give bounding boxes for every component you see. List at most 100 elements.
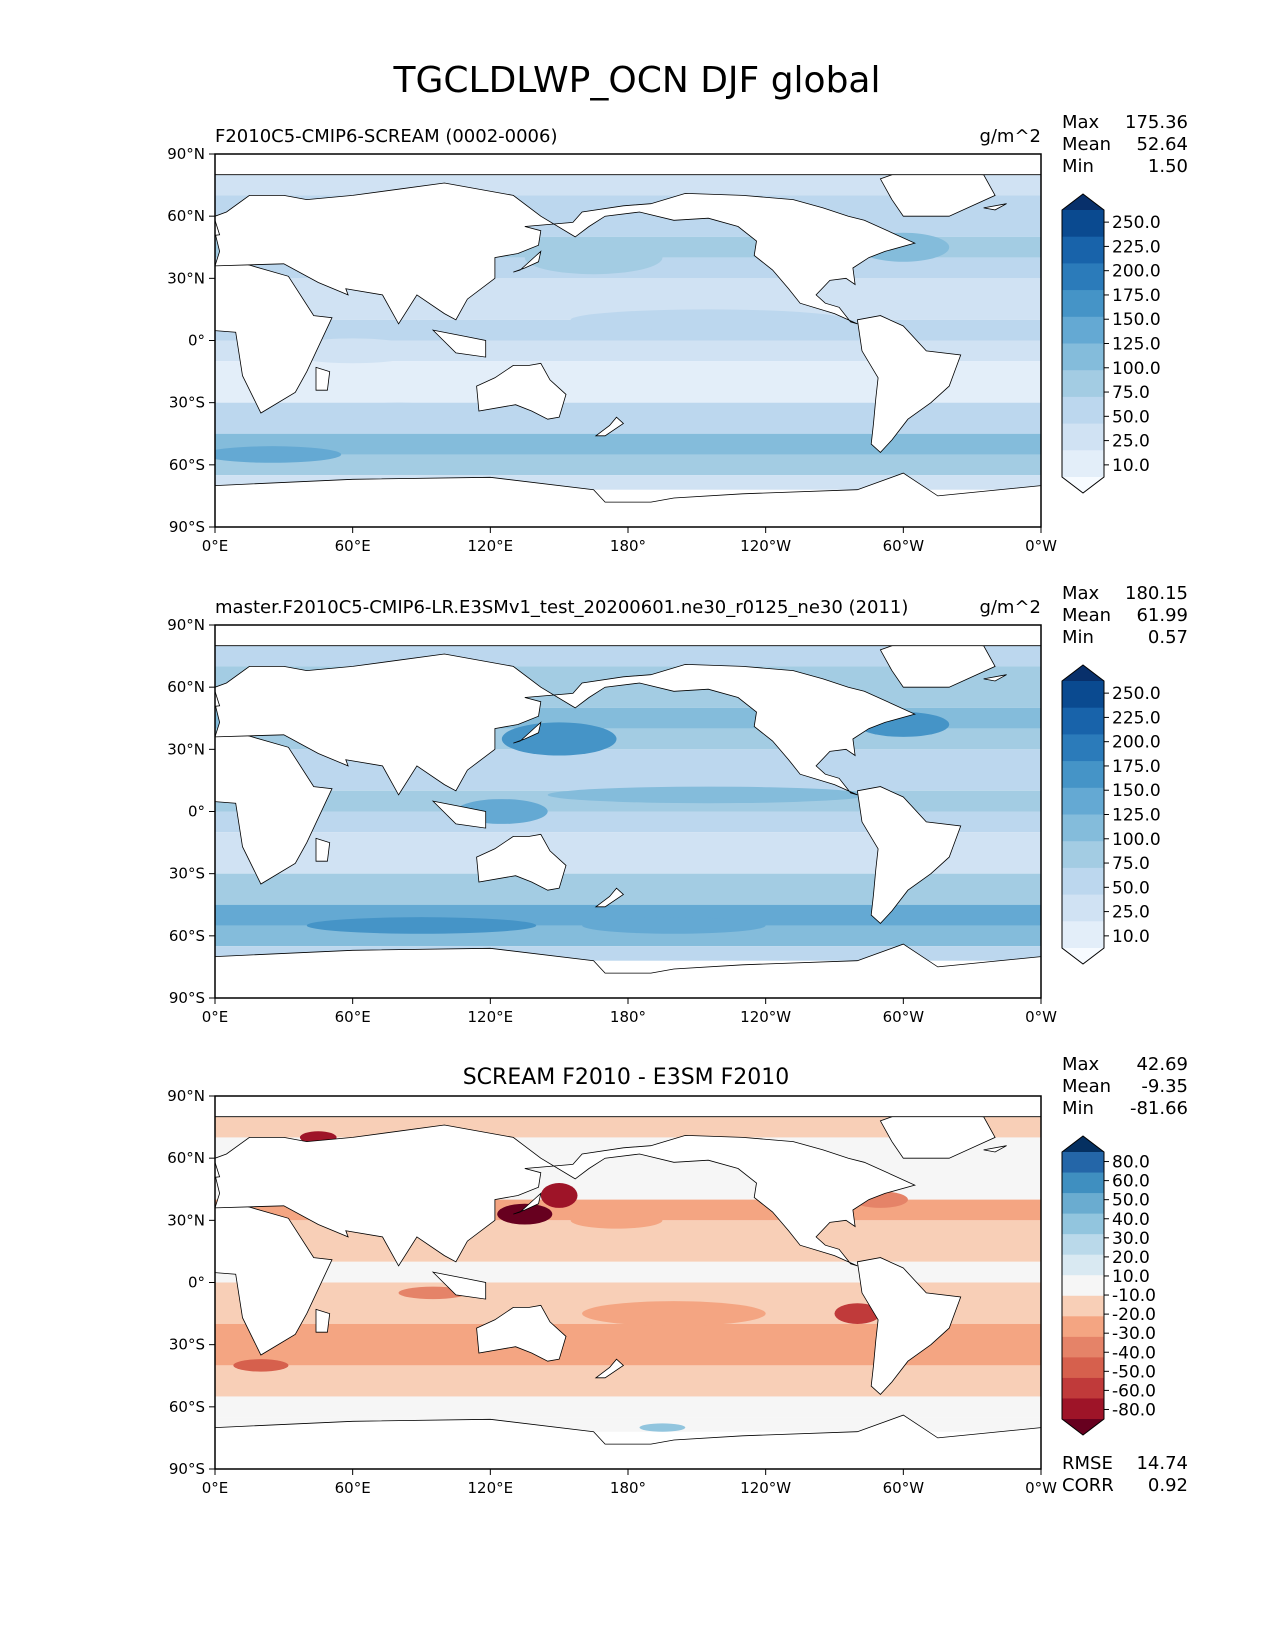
land-mass (315, 1308, 331, 1333)
x-tick-label: 60°W (883, 1479, 925, 1497)
land-mass (594, 1358, 625, 1379)
stat-value: 180.15 (1125, 583, 1188, 604)
land-mass (983, 674, 1007, 682)
x-tick-label: 120°W (740, 537, 791, 555)
land-mass (513, 1192, 542, 1215)
colorbar-label: -50.0 (1112, 1362, 1156, 1382)
colorbar-segment (1062, 841, 1104, 869)
colorbar-segment (1062, 370, 1104, 398)
colorbar-segment (1062, 1213, 1104, 1235)
stat-value: -81.66 (1130, 1098, 1188, 1119)
colorbar-segment (1062, 787, 1104, 815)
field-feature (501, 722, 617, 756)
colorbar-outline (1061, 193, 1105, 494)
stat-value: 0.57 (1148, 627, 1188, 648)
land-mass (215, 1205, 333, 1356)
colorbar-label: 250.0 (1112, 684, 1161, 704)
panel-subtitle: F2010C5-CMIP6-SCREAM (0002-0006) (215, 126, 557, 147)
land-mass (215, 625, 1041, 647)
colorbar-label: 25.0 (1112, 432, 1150, 452)
land-mass (476, 362, 567, 420)
field-feature (540, 1183, 578, 1208)
colorbar-label: -40.0 (1112, 1343, 1156, 1363)
x-tick-label: 0°W (1025, 1479, 1057, 1497)
land-mass (215, 1161, 221, 1178)
colorbar-segment (1062, 236, 1104, 264)
colorbar-label: 10.0 (1112, 456, 1150, 476)
x-tick-label: 120°W (740, 1008, 791, 1026)
colorbar-label: 150.0 (1112, 310, 1161, 330)
colorbar-segment (1062, 396, 1104, 425)
colorbar-segment (1062, 316, 1104, 344)
colorbar-segment (1062, 1295, 1104, 1317)
y-tick-label: 60°S (169, 456, 205, 474)
y-tick-label: 90°N (167, 145, 205, 163)
colorbar-label: -60.0 (1112, 1381, 1156, 1401)
x-tick-label: 180° (610, 1479, 646, 1497)
colorbar-segment (1062, 1398, 1104, 1420)
y-tick-label: 30°N (167, 740, 205, 758)
land-mass (215, 472, 1041, 527)
x-tick-label: 0°E (202, 1479, 229, 1497)
field-feature (570, 309, 846, 331)
colorbar-outline (1061, 1135, 1105, 1436)
field-feature (215, 446, 342, 463)
stat-label: Mean (1062, 1076, 1111, 1097)
y-tick-label: 90°N (167, 1087, 205, 1105)
colorbar-outline (1061, 664, 1105, 965)
colorbar-segment (1062, 761, 1104, 789)
field-feature (639, 1423, 686, 1432)
field-feature (570, 1212, 663, 1229)
units-label: g/m^2 (979, 126, 1041, 147)
x-tick-label: 180° (610, 537, 646, 555)
field-feature (497, 1203, 553, 1225)
y-tick-label: 60°N (167, 207, 205, 225)
x-tick-label: 120°E (468, 1479, 514, 1497)
field-band (215, 811, 1041, 833)
x-tick-label: 60°W (883, 1008, 925, 1026)
land-mass (315, 366, 331, 391)
colorbar-label: 75.0 (1112, 854, 1150, 874)
land-mass (983, 1145, 1007, 1153)
map-panel-1: 0°E 60°E 120°E 180° 120°W 60°W 0°W 90°N 60°N 30°N… (167, 112, 1188, 555)
colorbar-label: 125.0 (1112, 806, 1161, 826)
stat-label: Mean (1062, 605, 1111, 626)
colorbar-label: 100.0 (1112, 830, 1161, 850)
x-tick-label: 0°W (1025, 1008, 1057, 1026)
colorbar-segment (1062, 343, 1104, 371)
land-mass (431, 1271, 487, 1300)
y-tick-label: 30°N (167, 269, 205, 287)
figure-title: TGCLDLWP_OCN DJF global (393, 60, 881, 101)
colorbar-label: 50.0 (1112, 407, 1150, 427)
stat-label: RMSE (1062, 1453, 1113, 1474)
y-tick-label: 90°N (167, 616, 205, 634)
x-tick-label: 0°E (202, 537, 229, 555)
y-tick-label: 0° (188, 803, 205, 821)
colorbar-label: 225.0 (1112, 708, 1161, 728)
colorbar-2: 10.0 25.0 50.0 75.0 100.0 125.0 150.0 175.0 200.… (1061, 664, 1161, 965)
colorbar-label: 100.0 (1112, 359, 1161, 379)
x-tick-label: 0°E (202, 1008, 229, 1026)
colorbar-segment (1062, 263, 1104, 291)
x-tick-label: 0°W (1025, 537, 1057, 555)
x-tick-label: 120°W (740, 1479, 791, 1497)
field-feature (341, 402, 456, 424)
colorbar-label: 225.0 (1112, 237, 1161, 257)
colorbar-segment (1062, 1336, 1104, 1358)
colorbar-segment (1062, 450, 1104, 478)
y-tick-label: 90°S (169, 518, 205, 536)
field-band (215, 319, 1041, 341)
x-tick-label: 120°E (468, 1008, 514, 1026)
y-tick-label: 0° (188, 1274, 205, 1292)
land-mass (215, 154, 1041, 176)
colorbar-label: 30.0 (1112, 1229, 1150, 1249)
y-tick-label: 30°S (169, 1336, 205, 1354)
colorbar-extend-min (1062, 1419, 1104, 1435)
colorbar-segment (1062, 734, 1104, 762)
stat-label: Min (1062, 627, 1094, 648)
colorbar-label: 75.0 (1112, 383, 1150, 403)
colorbar-3: -80.0-60.0-50.0-40.0-30.0-20.0-10.010.02… (1061, 1135, 1156, 1436)
stat-label: Min (1062, 156, 1094, 177)
field-1 (215, 154, 1041, 527)
